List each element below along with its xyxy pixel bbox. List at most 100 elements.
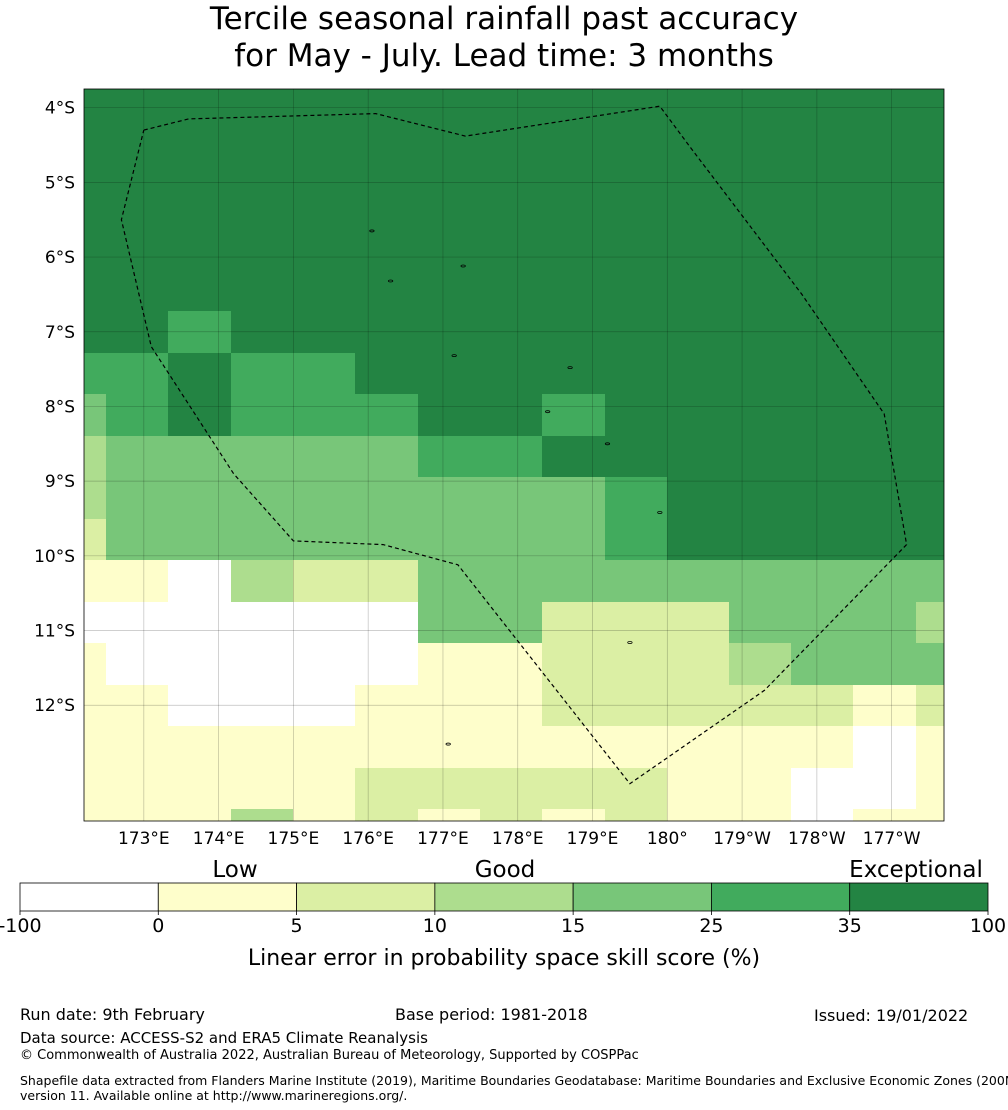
- grid-cell: [916, 519, 944, 560]
- grid-cell: [418, 436, 480, 477]
- grid-cell: [293, 477, 355, 519]
- colorbar-title: Linear error in probability space skill …: [248, 946, 760, 971]
- grid-cell: [418, 519, 480, 560]
- grid-cell: [729, 519, 791, 560]
- grid-cell: [480, 519, 542, 560]
- colorbar-tick-label: 15: [561, 915, 585, 937]
- run-date: Run date: 9th February: [20, 1005, 205, 1024]
- grid-cell: [605, 726, 667, 768]
- grid-cell: [853, 560, 916, 602]
- grid-cell: [418, 353, 480, 394]
- grid-cell: [605, 477, 667, 519]
- grid-cell: [729, 726, 791, 768]
- grid-cell: [418, 477, 480, 519]
- longitude-tick-label: 176°E: [342, 829, 394, 849]
- grid-cell: [106, 809, 168, 821]
- longitude-tick-label: 178°W: [788, 829, 846, 849]
- grid-cell: [916, 477, 944, 519]
- grid-cell: [791, 602, 853, 643]
- grid-cell: [84, 394, 106, 436]
- grid-cell: [667, 560, 729, 602]
- grid-cell: [418, 560, 480, 602]
- grid-cell: [667, 519, 729, 560]
- colorbar-tick-label: 0: [152, 915, 164, 937]
- grid-cell: [542, 353, 605, 394]
- colorbar-segment: [711, 882, 851, 912]
- grid-cell: [418, 643, 480, 685]
- colorbar-segment: [572, 882, 712, 912]
- longitude-tick-label: 179°E: [567, 829, 619, 849]
- grid-cell: [729, 477, 791, 519]
- eez-boundary-line: [120, 105, 908, 785]
- grid-cell: [168, 394, 231, 436]
- grid-cell: [84, 726, 106, 768]
- latitude-tick-label: 5°S: [45, 173, 75, 193]
- grid-cell: [542, 602, 605, 643]
- grid-cell: [916, 685, 944, 726]
- grid-cell: [293, 726, 355, 768]
- grid-cell: [106, 394, 168, 436]
- grid-cell: [853, 436, 916, 477]
- colorbar-tick-label: 10: [423, 915, 447, 937]
- copyright: © Commonwealth of Australia 2022, Austra…: [20, 1048, 639, 1063]
- grid-cell: [418, 394, 480, 436]
- colorbar-segment: [849, 882, 989, 912]
- grid-cell: [293, 394, 355, 436]
- grid-cell: [418, 768, 480, 809]
- grid-cell: [84, 353, 168, 394]
- grid-cell: [355, 353, 418, 394]
- grid-cell: [605, 394, 667, 436]
- grid-cell: [355, 519, 418, 560]
- grid-cell: [542, 726, 605, 768]
- latitude-tick-label: 11°S: [34, 622, 75, 642]
- grid-cell: [293, 768, 355, 809]
- island: [445, 742, 451, 746]
- grid-cell: [168, 685, 231, 726]
- grid-cell: [231, 643, 293, 685]
- map-figure: 4°S 5°S 6°S 7°S 8°S 9°S 10°S 11°S 12°S 173°E 174°…: [0, 88, 1006, 971]
- longitude-tick-label: 173°E: [118, 829, 170, 849]
- grid-cell: [231, 560, 293, 602]
- grid-cell: [480, 726, 542, 768]
- colorbar-category-good: Good: [475, 857, 536, 883]
- grid-cell: [106, 519, 168, 560]
- grid-cell: [729, 768, 791, 809]
- map-title-line1: Tercile seasonal rainfall past accuracy: [209, 1, 799, 37]
- grid-cell: [231, 519, 293, 560]
- latitude-tick-label: 4°S: [45, 99, 75, 119]
- grid-cell: [168, 768, 231, 809]
- skill-score-grid: [84, 89, 944, 821]
- grid-cell: [667, 768, 729, 809]
- grid-cell: [729, 394, 791, 436]
- grid-cell: [84, 809, 106, 821]
- grid-cell: [480, 602, 542, 643]
- grid-cell: [853, 353, 916, 394]
- grid-cell: [916, 809, 944, 821]
- longitude-tick-label: 177°W: [863, 829, 921, 849]
- grid-cell: [542, 809, 605, 821]
- latitude-tick-label: 12°S: [34, 696, 75, 716]
- grid-cell: [542, 519, 605, 560]
- grid-cell: [418, 809, 480, 821]
- longitude-tick-label: 179°W: [713, 829, 771, 849]
- grid-cell: [293, 519, 355, 560]
- grid-cell: [605, 809, 667, 821]
- latitude-tick-label: 6°S: [45, 248, 75, 268]
- longitude-tick-label: 174°E: [193, 829, 245, 849]
- colorbar-tick-label: 100: [970, 915, 1006, 937]
- grid-cell: [542, 477, 605, 519]
- longitude-tick-label: 180°: [647, 829, 688, 849]
- issued-date: Issued: 19/01/2022: [814, 1006, 969, 1025]
- grid-cell: [729, 643, 791, 685]
- grid-cell: [791, 519, 853, 560]
- grid-cell: [480, 560, 542, 602]
- grid-cell: [916, 768, 944, 809]
- grid-cell: [231, 685, 293, 726]
- grid-cell: [853, 519, 916, 560]
- grid-cell: [84, 436, 106, 477]
- grid-cell: [667, 394, 729, 436]
- grid-cell: [480, 477, 542, 519]
- grid-cell: [355, 394, 418, 436]
- grid-cell: [168, 560, 231, 602]
- grid-cell: [791, 809, 853, 821]
